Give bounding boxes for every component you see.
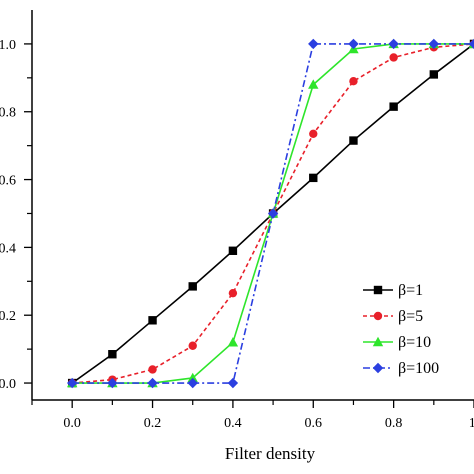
data-point (348, 38, 359, 50)
data-point (227, 337, 239, 347)
data-point (228, 288, 238, 298)
y-tick-label: 0.4 (0, 241, 16, 256)
series-layer (66, 38, 474, 389)
data-point (308, 79, 319, 89)
y-tick-label: 1.0 (0, 38, 16, 53)
y-tick-label: 0.0 (0, 377, 16, 392)
legend-item: β=1 (363, 282, 423, 299)
plot-area: 0.0 0.2 0.4 0.6 0.8 1. 0.0 0.2 0.4 0.6 0.8 1.0 (0, 10, 474, 431)
x-tick-label: 0.4 (224, 416, 242, 431)
x-tick-label: 0.2 (144, 416, 162, 431)
x-axis-title: Filter density (225, 444, 316, 463)
data-point (468, 38, 474, 50)
data-point (429, 70, 439, 79)
data-point (428, 38, 440, 50)
y-tick-label: 0.2 (0, 309, 16, 324)
legend-item: β=100 (363, 360, 439, 377)
legend-label: β=100 (398, 360, 439, 377)
data-point (66, 377, 78, 389)
data-point (309, 129, 318, 138)
data-point (389, 53, 398, 62)
data-point (389, 102, 398, 111)
legend-label: β=1 (398, 282, 423, 299)
legend-marker (372, 362, 384, 374)
data-point (309, 173, 318, 183)
legend: β=1 β=5 β=10 β=100 (363, 282, 439, 377)
data-point (187, 377, 198, 389)
data-point (349, 77, 358, 86)
data-point (308, 38, 319, 50)
data-point (148, 316, 157, 325)
data-point (227, 377, 239, 389)
legend-marker (373, 285, 383, 295)
x-tick-label: 0.6 (305, 416, 323, 431)
data-point (228, 246, 238, 255)
data-point (187, 372, 198, 383)
series-4 (66, 38, 474, 389)
x-tick-label: 1. (469, 416, 474, 431)
x-tick-label: 0.8 (385, 416, 403, 431)
data-point (188, 282, 197, 291)
y-tick-label: 0.6 (0, 174, 16, 189)
data-point (349, 136, 358, 145)
data-point (188, 341, 197, 350)
data-point (107, 377, 118, 389)
legend-marker (372, 336, 384, 347)
data-point (108, 350, 117, 359)
data-point (267, 208, 279, 219)
legend-item: β=5 (363, 308, 423, 325)
legend-label: β=5 (398, 308, 423, 325)
data-point (147, 377, 158, 389)
legend-marker (373, 311, 383, 321)
legend-item: β=10 (363, 334, 431, 351)
data-point (148, 365, 157, 374)
data-point (388, 38, 399, 50)
x-tick-label: 0.0 (63, 416, 81, 431)
y-tick-label: 0.8 (0, 106, 16, 121)
legend-label: β=10 (398, 334, 431, 351)
